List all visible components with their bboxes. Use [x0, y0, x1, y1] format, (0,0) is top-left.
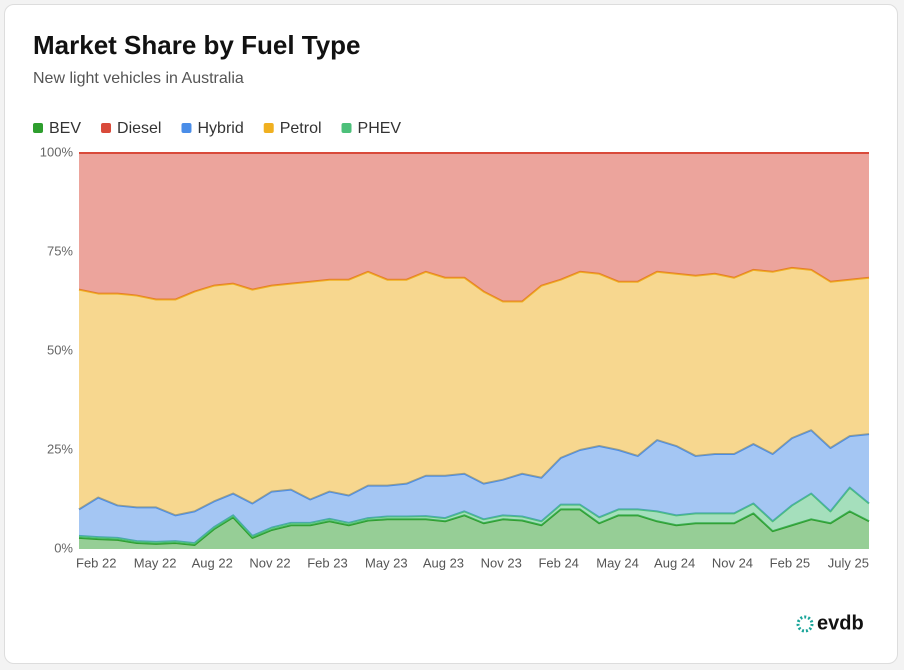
legend-swatch [181, 123, 192, 133]
legend-label: Diesel [117, 120, 161, 137]
x-tick-label: May 23 [365, 555, 408, 570]
x-tick-label: July 25 [828, 555, 869, 570]
area [79, 509, 869, 549]
area [79, 153, 869, 302]
y-tick-label: 75% [47, 243, 73, 258]
legend-swatch [101, 123, 112, 133]
y-tick-label: 50% [47, 342, 73, 357]
x-tick-label: Feb 23 [307, 555, 347, 570]
x-tick-label: Aug 22 [192, 555, 233, 570]
chart-subtitle: New light vehicles in Australia [33, 70, 244, 87]
legend-label: BEV [49, 120, 81, 137]
x-tick-label: Aug 23 [423, 555, 464, 570]
x-tick-label: Nov 24 [712, 555, 753, 570]
card: Market Share by Fuel Type New light vehi… [4, 4, 898, 664]
legend-swatch [33, 123, 43, 133]
x-tick-label: Nov 22 [249, 555, 290, 570]
legend-label: Petrol [280, 120, 322, 137]
legend-swatch [341, 123, 352, 133]
x-tick-label: Feb 22 [76, 555, 116, 570]
area [79, 430, 869, 544]
chart: Market Share by Fuel Type New light vehi… [33, 30, 870, 634]
legend-swatch [263, 123, 274, 133]
y-tick-label: 100% [40, 144, 74, 159]
y-tick-label: 25% [47, 441, 73, 456]
legend-label: PHEV [358, 120, 402, 137]
y-tick-label: 0% [54, 540, 73, 555]
x-tick-label: Aug 24 [654, 555, 695, 570]
x-tick-label: Nov 23 [481, 555, 522, 570]
chart-title: Market Share by Fuel Type [33, 30, 361, 60]
area [79, 267, 869, 516]
x-tick-label: Feb 24 [538, 555, 578, 570]
x-tick-label: May 24 [596, 555, 639, 570]
legend-label: Hybrid [197, 120, 243, 137]
logo [796, 615, 814, 633]
x-tick-label: Feb 25 [770, 555, 810, 570]
brand: evdb [817, 612, 864, 634]
x-tick-label: May 22 [134, 555, 177, 570]
